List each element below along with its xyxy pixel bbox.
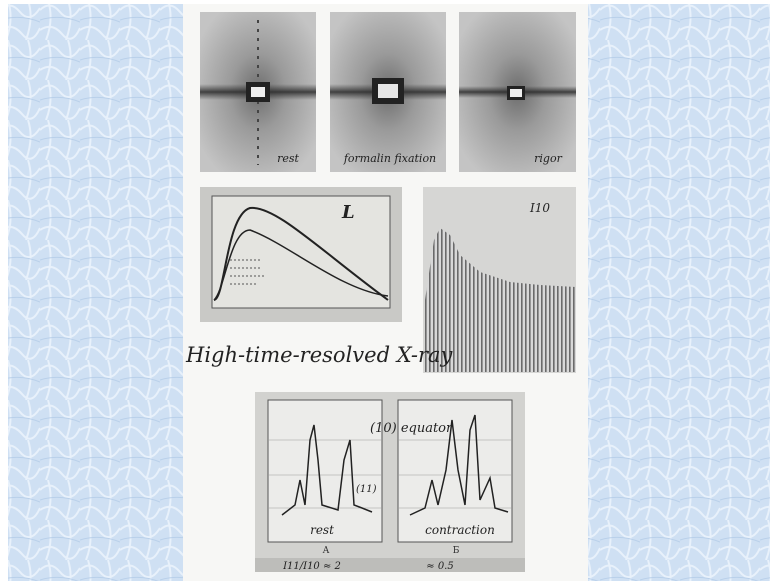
diffraction-photo xyxy=(459,12,576,172)
record-label: I10 xyxy=(529,201,550,215)
panel-letter: Б xyxy=(453,546,460,556)
page: rest formalin fixation rigor L I10 High-… xyxy=(0,0,776,583)
ratio: ≈ 0.5 xyxy=(426,561,453,572)
slide: rest formalin fixation rigor L I10 High-… xyxy=(0,0,776,583)
caption: contraction xyxy=(425,523,495,537)
caption: rigor xyxy=(534,152,562,165)
diffraction-photo xyxy=(200,12,316,172)
panel-letter: A xyxy=(322,546,330,556)
ratio: I11/I10 ≈ 2 xyxy=(282,561,341,572)
caption: formalin fixation xyxy=(343,152,436,165)
peak-label: (11) xyxy=(356,484,377,495)
time-plot xyxy=(200,187,402,322)
heading: High-time-resolved X-ray xyxy=(185,343,454,367)
plot-label: L xyxy=(341,202,355,223)
caption: rest xyxy=(310,523,334,537)
diffraction-photo xyxy=(330,12,446,172)
profile-photo xyxy=(255,392,525,572)
peak-label: (10) equator xyxy=(370,421,453,436)
caption: rest xyxy=(277,152,299,165)
